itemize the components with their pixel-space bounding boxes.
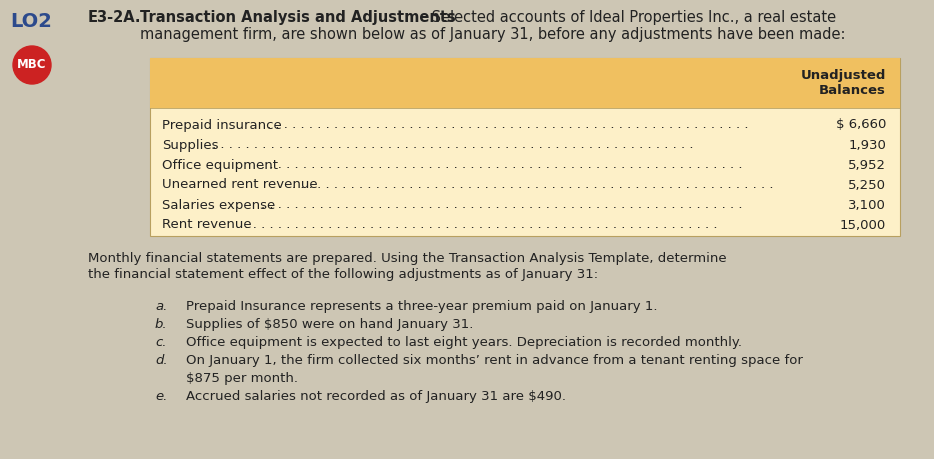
Text: Unadjusted: Unadjusted [800,69,886,83]
Text: Salaries expense: Salaries expense [162,198,276,212]
Text: d.: d. [155,354,167,367]
Text: . . . . . . . . . . . . . . . . . . . . . . . . . . . . . . . . . . . . . . . . : . . . . . . . . . . . . . . . . . . . . … [267,118,749,131]
Text: . . . . . . . . . . . . . . . . . . . . . . . . . . . . . . . . . . . . . . . . : . . . . . . . . . . . . . . . . . . . . … [292,179,773,191]
Text: Office equipment: Office equipment [162,158,278,172]
Text: Supplies of $850 were on hand January 31.: Supplies of $850 were on hand January 31… [186,318,474,331]
Text: Balances: Balances [819,84,886,96]
Text: a.: a. [155,300,167,313]
Text: the financial statement effect of the following adjustments as of January 31:: the financial statement effect of the fo… [88,268,598,281]
Text: Prepaid Insurance represents a three-year premium paid on January 1.: Prepaid Insurance represents a three-yea… [186,300,658,313]
Text: Monthly financial statements are prepared. Using the Transaction Analysis Templa: Monthly financial statements are prepare… [88,252,727,265]
Text: MBC: MBC [17,58,47,72]
Text: management firm, are shown below as of January 31, before any adjustments have b: management firm, are shown below as of J… [140,27,845,42]
Text: On January 1, the firm collected six months’ rent in advance from a tenant renti: On January 1, the firm collected six mon… [186,354,803,367]
Text: Transaction Analysis and Adjustments: Transaction Analysis and Adjustments [140,10,456,25]
FancyBboxPatch shape [150,58,900,108]
Text: . . . . . . . . . . . . . . . . . . . . . . . . . . . . . . . . . . . . . . . . : . . . . . . . . . . . . . . . . . . . . … [262,158,743,172]
Text: LO2: LO2 [10,12,52,31]
Text: Prepaid insurance: Prepaid insurance [162,118,282,131]
Text: $ 6,660: $ 6,660 [836,118,886,131]
FancyBboxPatch shape [150,58,900,236]
Text: . . . . . . . . . . . . . . . . . . . . . . . . . . . . . . . . . . . . . . . . : . . . . . . . . . . . . . . . . . . . . … [212,139,693,151]
Text: Unearned rent revenue: Unearned rent revenue [162,179,318,191]
Text: $875 per month.: $875 per month. [186,372,298,385]
Text: 5,250: 5,250 [848,179,886,191]
Text: 15,000: 15,000 [840,218,886,231]
Text: E3-2A.: E3-2A. [88,10,141,25]
Text: Accrued salaries not recorded as of January 31 are $490.: Accrued salaries not recorded as of Janu… [186,390,566,403]
Text: e.: e. [155,390,167,403]
Text: Supplies: Supplies [162,139,219,151]
Text: 5,952: 5,952 [848,158,886,172]
Text: 1,930: 1,930 [848,139,886,151]
Text: Rent revenue: Rent revenue [162,218,251,231]
Text: c.: c. [155,336,166,349]
Text: Office equipment is expected to last eight years. Depreciation is recorded month: Office equipment is expected to last eig… [186,336,742,349]
Text: . . . . . . . . . . . . . . . . . . . . . . . . . . . . . . . . . . . . . . . . : . . . . . . . . . . . . . . . . . . . . … [262,198,743,212]
Circle shape [13,46,51,84]
Text: Selected accounts of Ideal Properties Inc., a real estate: Selected accounts of Ideal Properties In… [427,10,836,25]
Text: b.: b. [155,318,167,331]
Text: . . . . . . . . . . . . . . . . . . . . . . . . . . . . . . . . . . . . . . . . : . . . . . . . . . . . . . . . . . . . . … [236,218,718,231]
Text: 3,100: 3,100 [848,198,886,212]
